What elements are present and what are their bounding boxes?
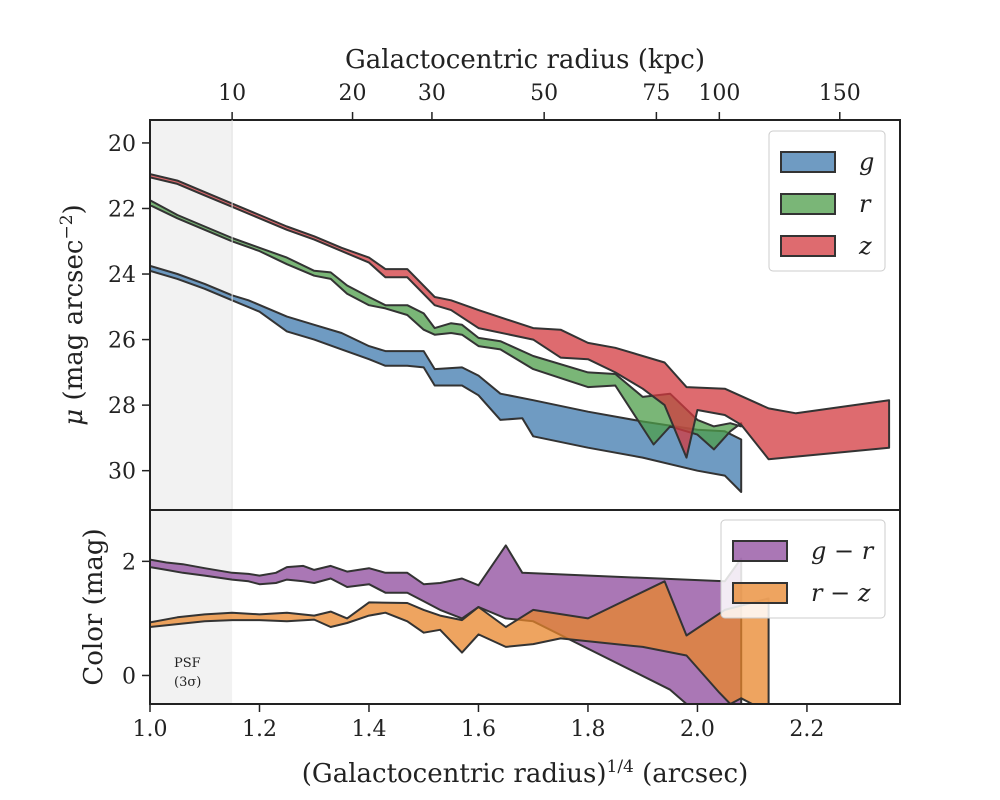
bottom-x-tick-label: 1.8 xyxy=(570,717,605,742)
top-x-axis-kpc-ticks: 10 20 30 50 75 100 150 xyxy=(218,81,861,120)
bottom-x-tick-label: 2.0 xyxy=(680,717,715,742)
top-y-tick-label: 30 xyxy=(108,460,136,485)
legend-label: g xyxy=(859,148,874,176)
psf-region-bottom xyxy=(150,510,233,704)
kpc-tick-label: 50 xyxy=(530,81,558,106)
color-panel: 02 1.0 1.2 1.4 1.6 1.8 2.0 2.2 g − rr − z PSF … xyxy=(122,509,901,742)
band-rz-color-1 xyxy=(150,580,770,704)
band-gr-color-0 xyxy=(150,544,743,704)
legend-swatch xyxy=(780,235,836,257)
kpc-tick-label: 20 xyxy=(339,81,367,106)
bottom-y-axis-label: Color (mag) xyxy=(79,528,109,685)
legend-swatch xyxy=(780,193,836,215)
legend-label: r − z xyxy=(811,579,871,607)
color-series xyxy=(150,544,770,704)
top-y-axis-ticks: 20 22 24 26 28 30 xyxy=(108,132,150,485)
legend-swatch xyxy=(732,540,788,562)
bottom-y-axis-ticks: 02 xyxy=(122,550,150,689)
bottom-x-axis-ticks: 1.0 1.2 1.4 1.6 1.8 2.0 2.2 xyxy=(133,704,824,742)
top-y-tick-label: 20 xyxy=(108,132,136,157)
top-y-tick-label: 24 xyxy=(108,263,136,288)
bottom-x-tick-label: 1.4 xyxy=(351,717,386,742)
bottom-y-tick-label: 2 xyxy=(122,550,136,575)
kpc-tick-label: 30 xyxy=(418,81,446,106)
bottom-x-axis-label: (Galactocentric radius)1/4 (arcsec) xyxy=(302,757,748,789)
legend-color: g − r r − z xyxy=(720,519,886,619)
kpc-tick-label: 75 xyxy=(642,81,670,106)
legend-label: r xyxy=(859,190,872,218)
psf-label-line2: (3σ) xyxy=(174,675,201,690)
kpc-tick-label: 150 xyxy=(819,81,861,106)
surface-brightness-series xyxy=(150,173,891,493)
kpc-tick-label: 10 xyxy=(218,81,246,106)
kpc-tick-label: 100 xyxy=(698,81,740,106)
bottom-panel-frame xyxy=(149,509,901,705)
legend-label: z xyxy=(858,232,872,260)
top-y-tick-label: 28 xyxy=(108,394,136,419)
legend-label: g − r xyxy=(811,537,875,565)
band-r-1 xyxy=(150,199,743,451)
bottom-x-tick-label: 1.2 xyxy=(242,717,277,742)
band-z-2 xyxy=(150,173,891,461)
bottom-x-tick-label: 1.0 xyxy=(133,717,168,742)
top-y-tick-label: 22 xyxy=(108,197,136,222)
top-y-axis-label: μ (mag arcsec−2) xyxy=(57,204,89,425)
legend-swatch xyxy=(732,582,788,604)
legend-surface-brightness: grz xyxy=(768,130,886,272)
bottom-x-tick-label: 1.6 xyxy=(461,717,496,742)
top-x-axis-label: Galactocentric radius (kpc) xyxy=(345,45,705,75)
psf-label-line1: PSF xyxy=(174,656,201,671)
surface-brightness-panel: 20 22 24 26 28 30 10 20 30 50 75 100 150 grz xyxy=(108,81,901,511)
bottom-y-tick-label: 0 xyxy=(122,664,136,689)
top-y-tick-label: 26 xyxy=(108,329,136,354)
legend-swatch xyxy=(780,151,836,173)
band-g-0 xyxy=(150,264,743,493)
psf-region-top xyxy=(150,120,233,510)
bottom-x-tick-label: 2.2 xyxy=(789,717,824,742)
